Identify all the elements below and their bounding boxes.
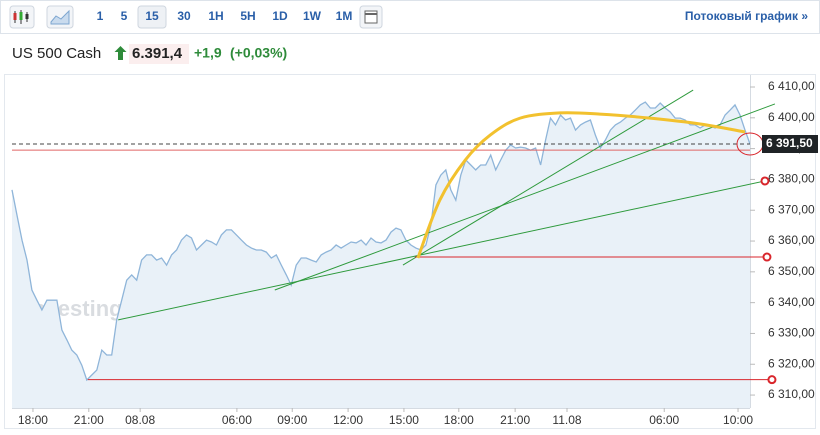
y-tick-label: 6 380,00 xyxy=(768,172,815,186)
x-tick-label: 06:00 xyxy=(649,413,679,427)
x-tick-label: 11.08 xyxy=(552,413,581,427)
toolbar xyxy=(0,0,820,34)
y-tick-label: 6 330,00 xyxy=(768,326,815,340)
candle-icon[interactable] xyxy=(9,5,35,29)
interval-button[interactable]: 1M xyxy=(336,9,353,23)
x-tick-label: 21:00 xyxy=(500,413,530,427)
x-tick-label: 18:00 xyxy=(18,413,48,427)
price: 6.391,4 xyxy=(132,45,183,62)
last-price-box xyxy=(762,135,818,154)
interval-button[interactable]: 30 xyxy=(177,9,191,23)
x-tick-label: 18:00 xyxy=(444,413,474,427)
chart-frame xyxy=(4,74,816,429)
y-tick-label: 6 310,00 xyxy=(768,387,815,401)
interval-button[interactable]: 1W xyxy=(303,9,322,23)
y-tick-label: 6 360,00 xyxy=(768,233,815,247)
y-tick-label: 6 410,00 xyxy=(768,79,815,93)
interval-active xyxy=(137,5,167,29)
x-tick-label: 12:00 xyxy=(333,413,363,427)
line-end-marker xyxy=(767,375,777,385)
x-tick-label: 21:00 xyxy=(74,413,104,427)
interval-button[interactable]: 15 xyxy=(145,9,159,23)
up-arrow xyxy=(114,46,127,60)
line-end-marker xyxy=(762,252,772,262)
x-tick-label: 08.08 xyxy=(125,413,155,427)
x-tick-label: 09:00 xyxy=(277,413,307,427)
x-tick-label: 10:00 xyxy=(723,413,753,427)
price-bg xyxy=(129,44,189,64)
y-tick-label: 6 340,00 xyxy=(768,295,815,309)
drawn-line xyxy=(274,103,776,291)
y-tick-label: 6 400,00 xyxy=(768,110,815,124)
drawn-line xyxy=(118,180,766,321)
y-tick-label: 6 320,00 xyxy=(768,356,815,370)
area-icon[interactable] xyxy=(46,5,74,29)
interval-button[interactable]: 1 xyxy=(97,9,104,23)
area-fill xyxy=(12,102,750,408)
stream-link[interactable]: Потоковый график » xyxy=(685,9,808,23)
x-tick-label: 15:00 xyxy=(389,413,419,427)
drawn-line xyxy=(402,89,694,266)
change: +1,9 xyxy=(194,45,222,61)
interval-button[interactable]: 1H xyxy=(208,9,223,23)
drawn-curve xyxy=(416,111,746,259)
interval-button[interactable]: 1D xyxy=(272,9,288,23)
interval-button[interactable]: 5H xyxy=(240,9,255,23)
line-end-marker xyxy=(760,176,770,186)
y-tick-label: 6 350,00 xyxy=(768,264,815,278)
instrument-title: US 500 Cash xyxy=(12,45,101,62)
change-pct: (+0,03%) xyxy=(230,45,287,61)
interval-button[interactable]: 5 xyxy=(121,9,128,23)
y-tick-label: 6 370,00 xyxy=(768,202,815,216)
last-price-label: 6 391,50 xyxy=(766,136,813,150)
calendar-icon[interactable] xyxy=(359,5,383,29)
x-tick-label: 06:00 xyxy=(222,413,252,427)
